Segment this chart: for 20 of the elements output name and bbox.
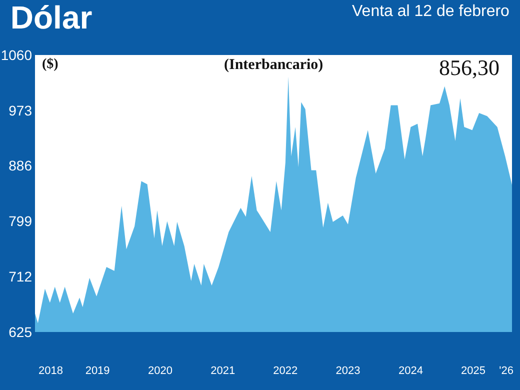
chart-title: Dólar <box>10 0 92 36</box>
x-tick-label: 2021 <box>210 365 236 377</box>
y-tick-label: 799 <box>8 213 32 230</box>
y-tick-label: 712 <box>8 268 32 284</box>
annotation: (Interbancario) <box>224 57 324 73</box>
x-tick-label: 2022 <box>273 365 298 377</box>
x-tick-label: 2020 <box>148 365 173 377</box>
y-tick-label: 886 <box>8 158 32 174</box>
x-tick-label: 2024 <box>398 365 423 377</box>
y-axis-title: ($) <box>42 57 59 72</box>
y-tick-label: 1060 <box>0 46 32 63</box>
annotation: 856,30 <box>439 55 500 80</box>
chart-subtitle: Venta al 12 de febrero <box>352 3 510 20</box>
y-tick-label: 625 <box>8 324 32 340</box>
x-tick-label: '26 <box>499 365 514 377</box>
x-tick-label: 2019 <box>85 365 110 377</box>
y-tick-label: 973 <box>8 102 32 118</box>
x-tick-label: 2018 <box>38 365 64 377</box>
x-tick-label: 2023 <box>336 365 360 377</box>
x-tick-label: 2025 <box>461 365 486 377</box>
